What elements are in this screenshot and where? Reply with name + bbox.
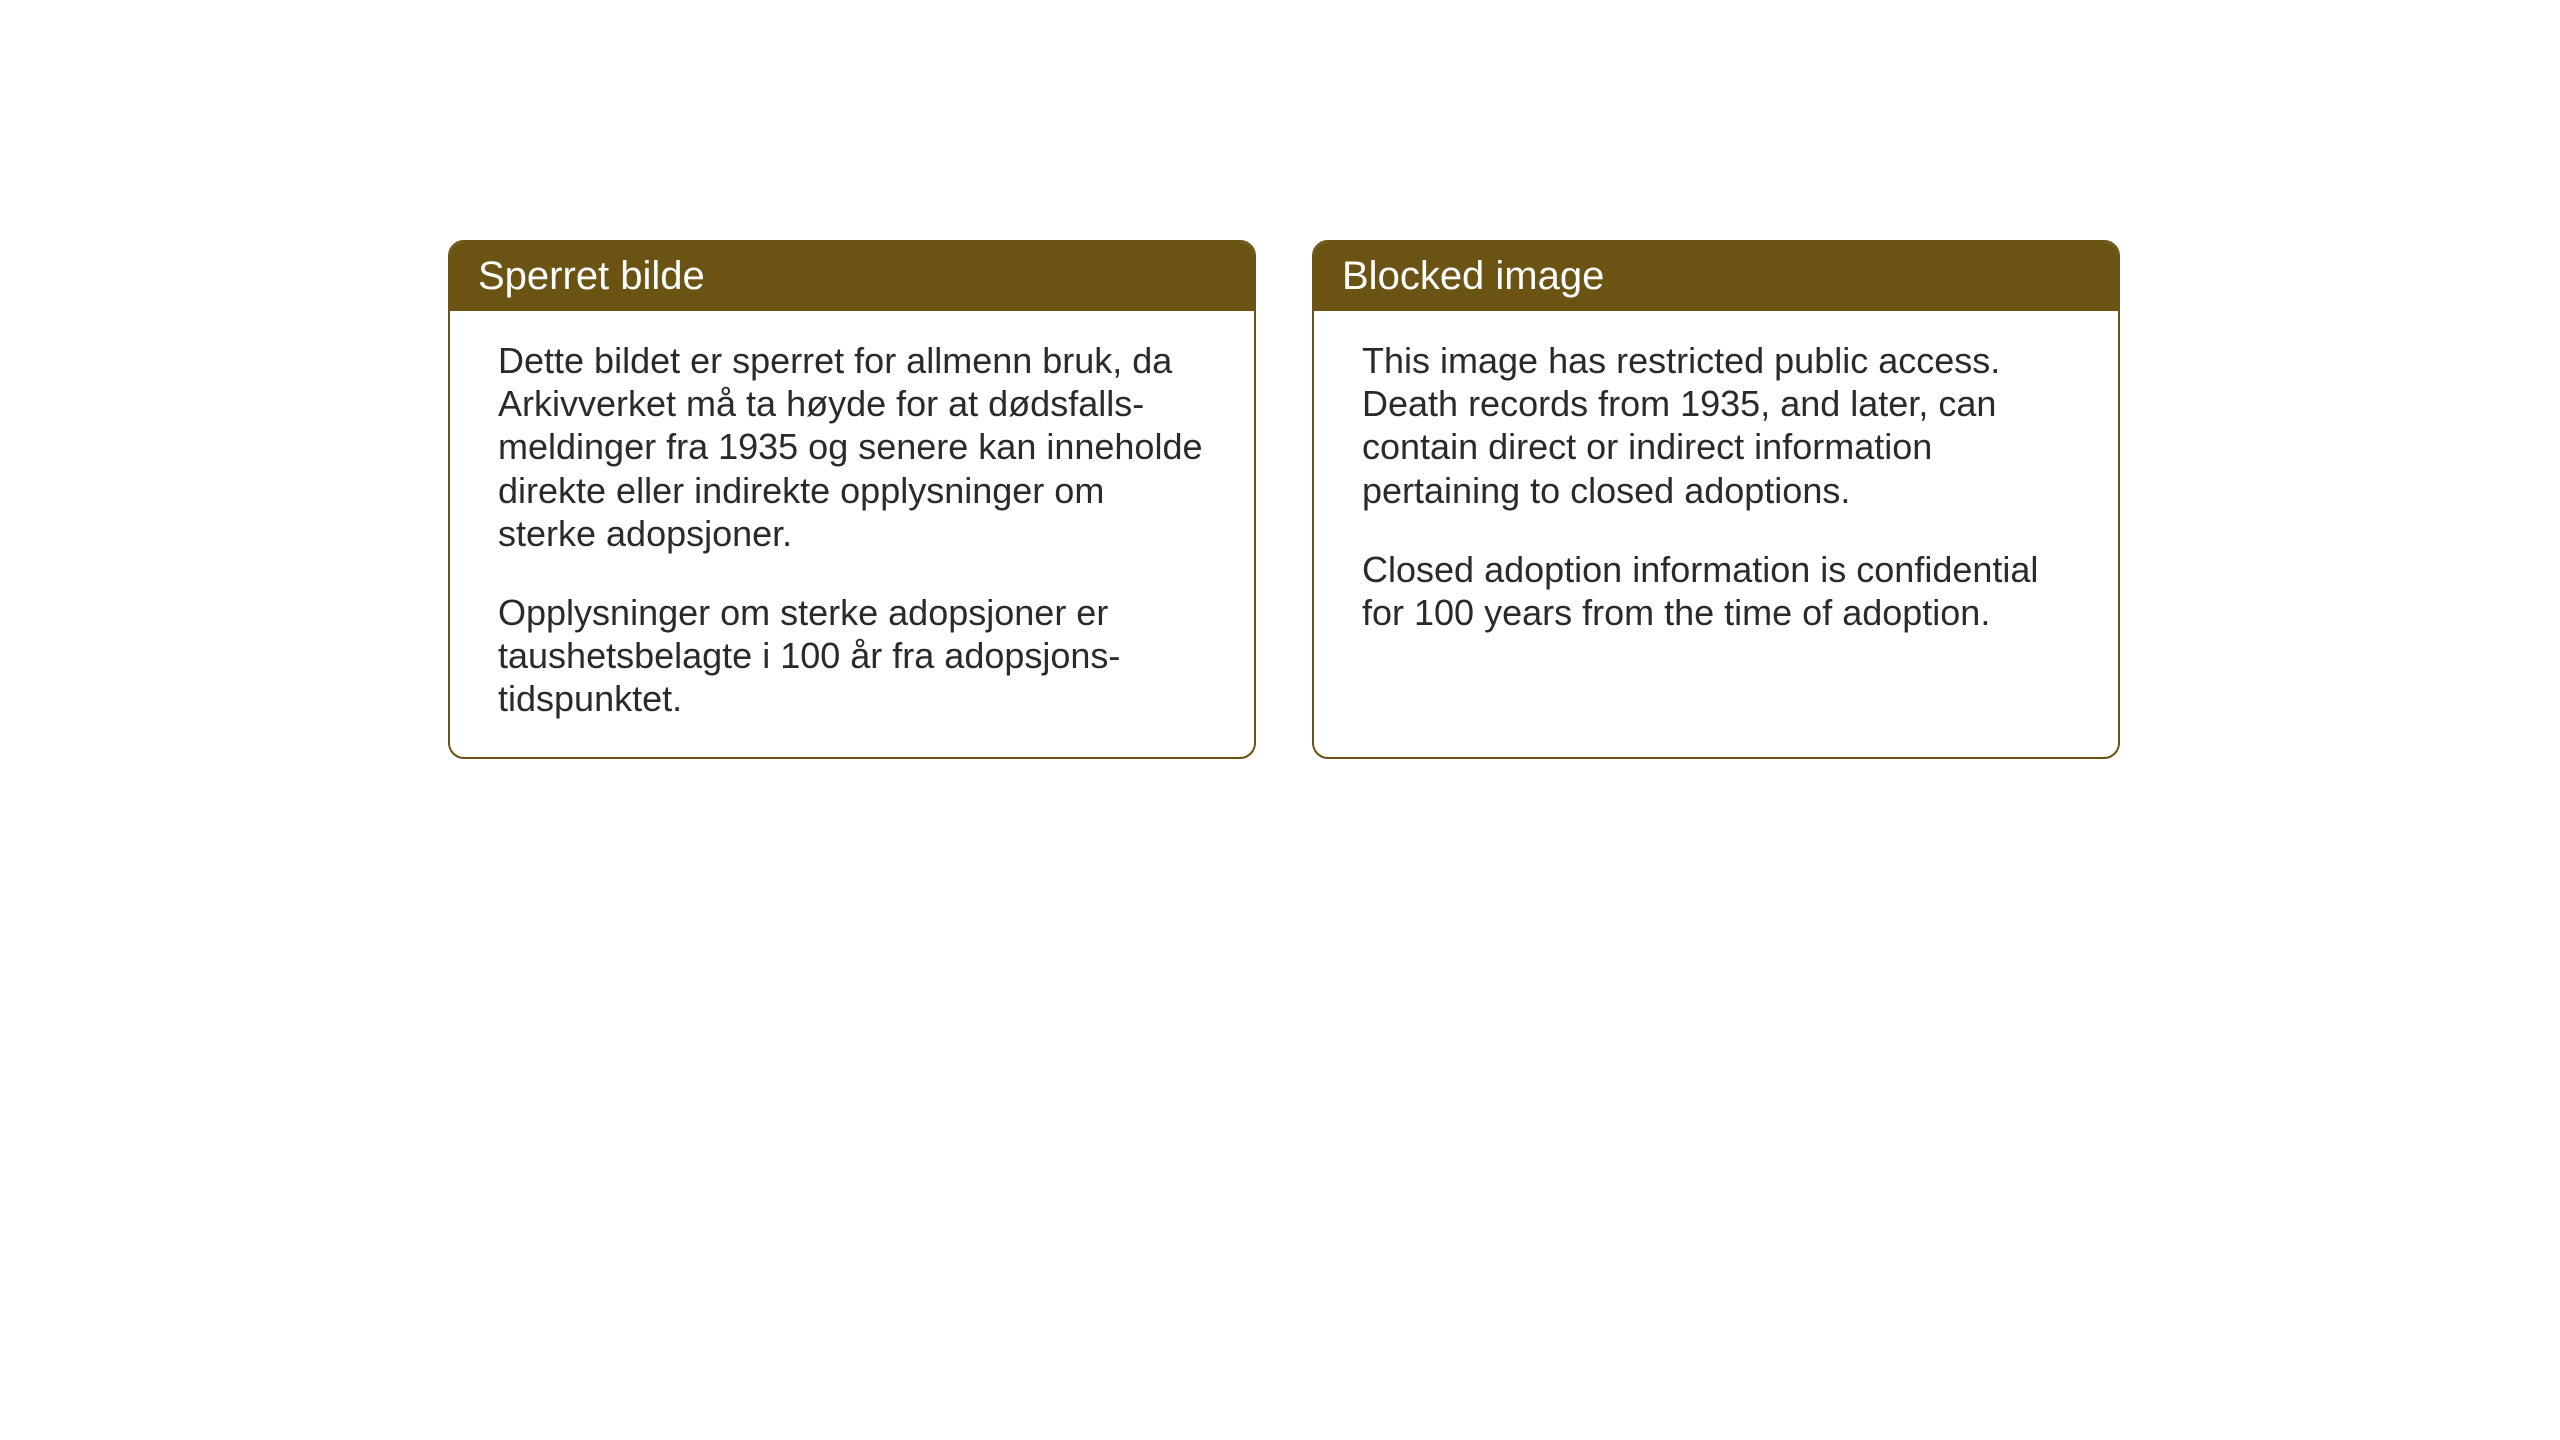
notice-body-english: This image has restricted public access.…: [1314, 311, 2118, 670]
notice-header-norwegian: Sperret bilde: [450, 242, 1254, 311]
notice-paragraph: Dette bildet er sperret for allmenn bruk…: [498, 339, 1206, 555]
notice-paragraph: This image has restricted public access.…: [1362, 339, 2070, 512]
notice-container: Sperret bilde Dette bildet er sperret fo…: [448, 240, 2120, 759]
notice-paragraph: Closed adoption information is confident…: [1362, 548, 2070, 634]
notice-box-norwegian: Sperret bilde Dette bildet er sperret fo…: [448, 240, 1256, 759]
notice-header-english: Blocked image: [1314, 242, 2118, 311]
notice-body-norwegian: Dette bildet er sperret for allmenn bruk…: [450, 311, 1254, 757]
notice-paragraph: Opplysninger om sterke adopsjoner er tau…: [498, 591, 1206, 721]
notice-box-english: Blocked image This image has restricted …: [1312, 240, 2120, 759]
